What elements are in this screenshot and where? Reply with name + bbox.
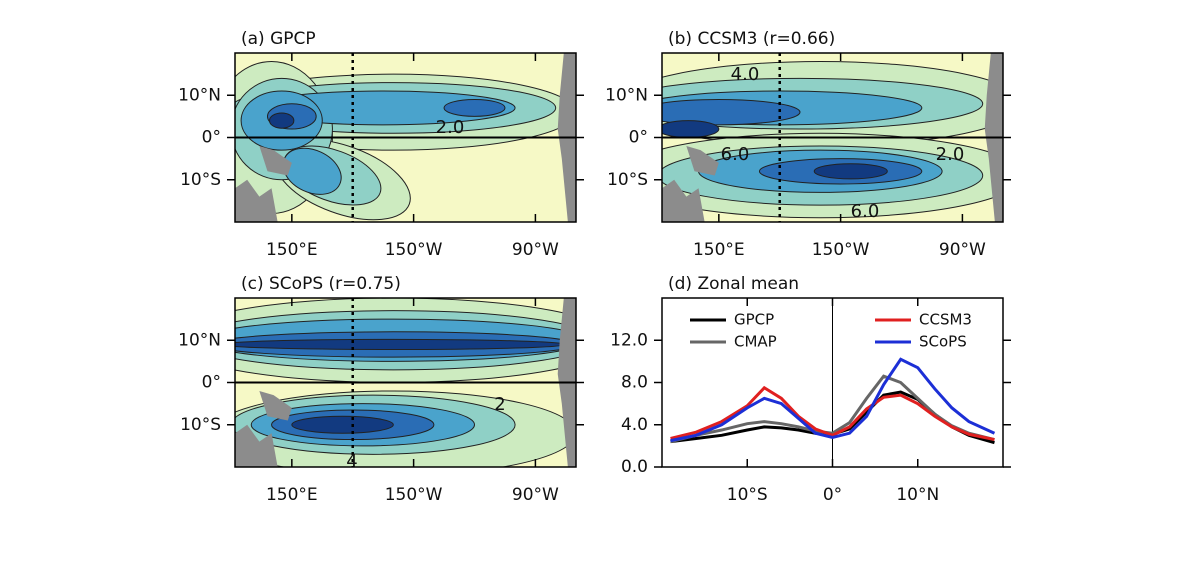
land — [259, 390, 292, 421]
precip-contour — [662, 98, 801, 126]
precip-contour — [662, 120, 720, 138]
panel — [235, 298, 576, 467]
legend-label: CMAP — [734, 333, 777, 351]
y-tick-label: 4.0 — [621, 415, 648, 435]
legend-label: GPCP — [734, 311, 774, 329]
precip-contour — [443, 98, 506, 117]
land — [662, 179, 705, 222]
y-tick-label: 10°N — [605, 85, 648, 105]
series-line — [670, 374, 995, 444]
land — [686, 145, 719, 176]
land — [259, 145, 292, 176]
x-tick-label: 150°E — [693, 240, 745, 260]
contour-label: 2.0 — [436, 117, 465, 138]
series-line — [670, 357, 996, 443]
x-tick-label: 150°W — [812, 240, 870, 260]
panel-title: (a) GPCP — [241, 29, 316, 49]
x-tick-label: 0° — [823, 485, 842, 505]
precip-contour — [291, 415, 394, 434]
y-tick-label: 10°S — [607, 170, 648, 190]
y-tick-label: 10°S — [180, 170, 221, 190]
y-tick-label: 0° — [202, 128, 221, 148]
contour-label: 4.0 — [731, 64, 760, 85]
x-tick-label: 90°W — [512, 485, 559, 505]
contour-label: 2 — [494, 394, 505, 415]
x-tick-label: 10°N — [896, 485, 939, 505]
panel — [662, 53, 1003, 222]
x-tick-label: 10°S — [727, 485, 768, 505]
contour-label: 4 — [346, 451, 357, 472]
land — [235, 424, 278, 467]
panel-title: (b) CCSM3 (r=0.66) — [668, 29, 835, 49]
precip-contour — [813, 163, 888, 180]
y-tick-label: 0° — [629, 128, 648, 148]
contour-label: 6.0 — [851, 201, 880, 222]
x-tick-label: 150°E — [266, 485, 318, 505]
panel — [670, 298, 996, 467]
panel-title: (d) Zonal mean — [668, 274, 799, 294]
precip-contour — [235, 338, 567, 351]
x-tick-label: 90°W — [939, 240, 986, 260]
y-tick-label: 8.0 — [621, 373, 648, 393]
panel-title: (c) SCoPS (r=0.75) — [241, 274, 401, 294]
y-tick-label: 0.0 — [621, 457, 648, 477]
x-tick-label: 90°W — [512, 240, 559, 260]
legend-label: CCSM3 — [919, 311, 972, 329]
contour-label: 2.0 — [936, 144, 965, 165]
series-line — [670, 385, 995, 442]
x-tick-label: 150°W — [385, 485, 443, 505]
y-tick-label: 0° — [202, 373, 221, 393]
precip-contour — [269, 112, 295, 129]
legend-label: SCoPS — [919, 333, 967, 351]
contour-label: 6.0 — [721, 144, 750, 165]
y-tick-label: 12.0 — [610, 330, 648, 350]
x-tick-label: 150°E — [266, 240, 318, 260]
land — [235, 179, 278, 222]
x-tick-label: 150°W — [385, 240, 443, 260]
y-tick-label: 10°N — [178, 85, 221, 105]
panel — [235, 53, 576, 222]
y-tick-label: 10°N — [178, 330, 221, 350]
y-tick-label: 10°S — [180, 415, 221, 435]
